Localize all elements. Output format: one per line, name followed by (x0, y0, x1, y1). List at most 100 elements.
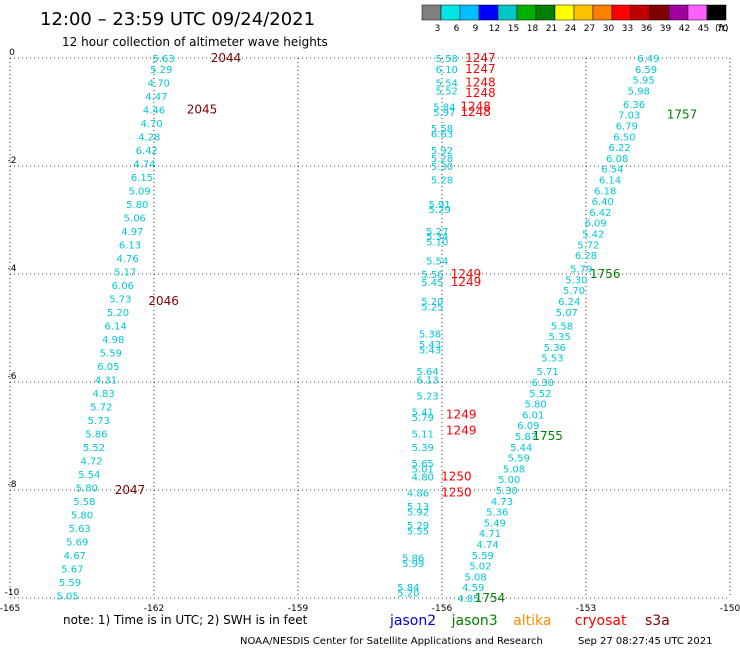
wave-height-point: 6.28 (575, 251, 597, 262)
wave-height-point: 4.73 (491, 497, 513, 508)
x-tick-label: -150 (720, 604, 740, 614)
y-tick-label: -10 (5, 588, 20, 598)
wave-height-point: 4.86 (407, 489, 429, 500)
wave-height-point: 6.06 (112, 281, 134, 292)
wave-height-point: 6.79 (616, 122, 638, 133)
wave-height-point: 5.84 (433, 103, 455, 114)
wave-height-point: 4.59 (462, 583, 484, 594)
wave-height-point: 5.79 (570, 265, 592, 276)
pass-time-label: 1249 (451, 275, 482, 289)
wave-height-point: 5.92 (431, 146, 453, 157)
wave-height-point: 5.28 (431, 176, 453, 187)
y-tick-label: -8 (8, 480, 17, 490)
note-text: note: 1) Time is in UTC; 2) SWH is in fe… (63, 613, 308, 627)
pass-time-label: 1756 (590, 267, 621, 281)
wave-height-point: 4.46 (143, 105, 165, 116)
wave-height-point: 5.11 (412, 429, 434, 440)
wave-height-point: 5.73 (88, 416, 110, 427)
legend-s3a: s3a (645, 613, 670, 629)
wave-height-point: 5.67 (61, 564, 83, 575)
pass-time-label: 1249 (446, 424, 477, 438)
header: 12:00 – 23:59 UTC 09/24/2021 12 hour col… (40, 9, 328, 49)
pass-time-label: 1247 (465, 51, 496, 65)
wave-height-point: 6.49 (637, 54, 659, 65)
pass-time-label: 1248 (460, 100, 491, 114)
wave-height-point: 6.40 (592, 197, 614, 208)
wave-height-point: 6.14 (104, 321, 126, 332)
wave-height-point: 4.97 (121, 227, 143, 238)
wave-height-point: 5.80 (71, 510, 93, 521)
wave-height-point: 5.59 (508, 454, 530, 465)
wave-height-point: 6.15 (131, 173, 153, 184)
credit-text: NOAA/NESDIS Center for Satellite Applica… (240, 636, 543, 647)
wave-height-point: 6.42 (136, 146, 158, 157)
colorbar-swatch (421, 4, 442, 21)
colorbar-unit: (ft) (715, 24, 729, 34)
legend-altika: altika (513, 613, 551, 629)
colorbar-swatch (516, 4, 537, 21)
wave-height-point: 5.30 (431, 162, 453, 173)
colorbar-swatch (687, 4, 708, 21)
colorbar: 3 6 9 12 15 18 21 24 27 30 33 36 39 42 45 70 (421, 4, 728, 34)
wave-height-point: 6.63 (431, 130, 453, 141)
wave-height-point: 5.09 (128, 186, 150, 197)
wave-height-point: 5.59 (472, 551, 494, 562)
wave-height-point: 6.59 (635, 65, 657, 76)
y-tick-label: -4 (8, 264, 17, 274)
axes: -165 -162 -159 -156 -153 -150 0 -2 -4 -6 -8 -10 (0, 48, 740, 614)
colorbar-swatch (649, 4, 670, 21)
wave-height-point: 5.99 (402, 559, 424, 570)
colorbar-swatch (668, 4, 689, 21)
wave-height-point: 5.02 (469, 562, 491, 573)
wave-height-point: 5.80 (76, 483, 98, 494)
colorbar-label: 18 (527, 24, 539, 34)
colorbar-swatch (611, 4, 632, 21)
pass-time-label: 1757 (667, 108, 698, 122)
colorbar-label: 45 (698, 24, 709, 34)
wave-height-point: 6.36 (623, 100, 645, 111)
wave-height-point: 5.07 (556, 308, 578, 319)
wave-height-point: 6.50 (613, 132, 635, 143)
colorbar-label: 27 (584, 24, 595, 34)
wave-height-point: 5.71 (536, 367, 558, 378)
grid-lines (9, 57, 731, 599)
wave-height-point: 4.47 (145, 92, 167, 103)
colorbar-label: 21 (546, 24, 557, 34)
wave-height-point: 6.09 (517, 421, 539, 432)
wave-height-point: 5.69 (66, 537, 88, 548)
wave-height-point: 5.45 (421, 278, 443, 289)
wave-height-point: 4.70 (148, 78, 170, 89)
x-tick-label: -156 (432, 604, 453, 614)
data-points: 5.635.294.704.474.464.704.286.424.746.15… (56, 54, 659, 605)
colorbar-swatch (478, 4, 499, 21)
colorbar-swatch (573, 4, 594, 21)
wave-height-point: 5.70 (563, 286, 585, 297)
wave-height-point: 5.58 (431, 124, 453, 135)
colorbar-label: 33 (622, 24, 633, 34)
wave-height-point: 5.58 (73, 497, 95, 508)
x-tick-label: -159 (288, 604, 309, 614)
legend-jason2: jason2 (389, 613, 436, 629)
y-tick-label: -2 (8, 156, 17, 166)
colorbar-label: 12 (489, 24, 500, 34)
pass-time-label: 1249 (446, 407, 477, 421)
wave-height-point: 5.52 (529, 389, 551, 400)
wave-height-point: 5.63 (68, 524, 90, 535)
wave-height-point: 4.28 (138, 132, 160, 143)
pass-time-label: 1754 (475, 591, 506, 605)
wave-height-point: 5.41 (412, 408, 434, 419)
wave-height-point: 5.27 (426, 227, 448, 238)
wave-height-point: 5.39 (412, 443, 434, 454)
wave-height-point: 6.01 (522, 410, 544, 421)
wave-height-point: 5.30 (496, 486, 518, 497)
colorbar-label: 9 (473, 24, 479, 34)
wave-height-point: 5.38 (419, 329, 441, 340)
wave-height-point: 4.74 (476, 540, 498, 551)
colorbar-label: 42 (679, 24, 690, 34)
wave-height-point: 5.58 (551, 321, 573, 332)
wave-height-point: 5.34 (426, 232, 448, 243)
wave-height-point: 6.30 (532, 378, 554, 389)
wave-height-point: 6.10 (436, 65, 458, 76)
